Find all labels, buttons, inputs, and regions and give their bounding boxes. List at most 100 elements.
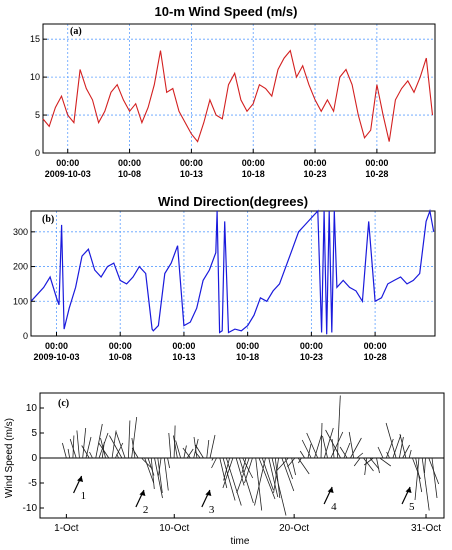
- panel-b-x-tick-date: 10-13: [172, 352, 195, 362]
- panel-b-y-ticks: 0 100 200 300: [13, 227, 35, 341]
- panel-c-stick: [186, 448, 194, 459]
- panel-c-stick: [299, 450, 306, 459]
- panel-c-stick: [353, 457, 361, 467]
- panel-c-stick: [386, 451, 390, 459]
- panel-c-y-tick-label: 5: [31, 428, 37, 439]
- panel-a-y-tick-label: 0: [35, 148, 40, 158]
- panel-c-stick: [194, 451, 201, 459]
- panel-c-x-tick-label: 31-Oct: [411, 523, 441, 534]
- panel-a-x-tick-date: 10-18: [242, 169, 265, 179]
- panel-c-stick: [222, 457, 236, 501]
- panel-c-stick: [193, 436, 198, 459]
- panel-c-y-tick-label: -10: [23, 503, 38, 514]
- panel-c-stick: [330, 431, 344, 459]
- panel-c-annotation-label: 2: [143, 504, 149, 516]
- panel-c-stick: [100, 437, 106, 459]
- panel-c-stick: [414, 457, 420, 501]
- panel-c-stick: [158, 457, 162, 476]
- panel-c-stick: [222, 457, 234, 489]
- panel-c-stick: [225, 457, 242, 506]
- panel-b-title: Wind Direction(degrees): [158, 194, 308, 209]
- panel-c-stick: [385, 422, 397, 459]
- panel-a-plot-frame: [42, 23, 436, 154]
- panel-a-x-tick-date: 10-28: [365, 169, 388, 179]
- panel-c-stick: [168, 432, 172, 459]
- panel-c-y-axis-label: Wind Speed (m/s): [4, 418, 15, 498]
- panel-c-y-ticks: -10 -5 0 5 10: [23, 403, 44, 514]
- panel-c-stick: [325, 429, 341, 459]
- panel-c-stick: [62, 442, 67, 459]
- panel-c-annotation-label: 4: [331, 501, 337, 513]
- panel-c-stick: [314, 434, 322, 459]
- panel-c-annotations: 1 2 3 4 5: [73, 475, 415, 516]
- panel-c-annotation-arrowhead: [205, 490, 212, 496]
- panel-c-stick: [254, 457, 266, 506]
- panel-c-annotation-label: 1: [81, 490, 87, 502]
- panel-c-stick: [276, 457, 289, 472]
- panel-c-stick: [219, 457, 228, 489]
- panel-c-x-ticks: 1-Oct 10-Oct 20-Oct 31-Oct: [54, 514, 441, 534]
- panel-a-grid: [43, 24, 435, 153]
- panel-c-stick: [408, 449, 412, 459]
- panel-b-x-tick-date: 10-23: [300, 352, 323, 362]
- panel-c-stick: [336, 395, 341, 459]
- panel-c-stick: [363, 457, 374, 466]
- panel-c-stick: [128, 420, 131, 459]
- panel-c-y-tick-label: 0: [31, 453, 37, 464]
- panel-c-stick: [195, 444, 204, 459]
- panel-c-stick: [109, 435, 123, 459]
- panel-c-stick: [95, 423, 103, 459]
- panel-c-stick: [268, 457, 279, 498]
- panel-c-stick: [307, 443, 312, 459]
- panel-c-stick: [255, 457, 263, 511]
- panel-c-stick: [67, 448, 71, 459]
- panel-c-stick: [163, 457, 169, 491]
- panel-a-y-ticks: 0 5 10 15: [30, 34, 47, 158]
- panel-c-stick: [284, 457, 293, 480]
- panel-b-x-tick-time: 00:00: [109, 341, 132, 351]
- panel-c-stick: [235, 457, 245, 486]
- panel-b-grid: [31, 211, 435, 336]
- panel-c-stick: [173, 435, 178, 459]
- panel-c-y-tick-label: -5: [28, 478, 37, 489]
- panel-b-x-tick-time: 00:00: [236, 341, 259, 351]
- panel-b-x-ticks: 00:002009-10-0300:0010-0800:0010-1300:00…: [33, 332, 387, 362]
- panel-c-stick: [82, 427, 87, 459]
- panel-c-sticks: [40, 395, 444, 516]
- panel-c-stick: [323, 427, 334, 459]
- panel-a-x-tick-date: 10-08: [118, 169, 141, 179]
- panel-b-x-tick-time: 00:00: [172, 341, 195, 351]
- panel-b-x-tick-time: 00:00: [364, 341, 387, 351]
- panel-a-y-tick-label: 5: [35, 110, 40, 120]
- panel-c-stick: [377, 446, 384, 459]
- panel-c-plot-frame: [39, 392, 445, 519]
- panel-c-stick: [154, 457, 163, 499]
- panel-b-direction-line: [30, 208, 435, 335]
- panel-c-stick: [211, 457, 214, 461]
- panel-c-stick: [402, 444, 410, 459]
- panel-c-stick: [271, 457, 287, 516]
- panel-b-y-tick-label: 300: [13, 227, 28, 237]
- panel-c-stick: [144, 457, 155, 484]
- panel-c-stick: [306, 432, 319, 459]
- panel-c-stick: [209, 434, 216, 459]
- panel-c-stick: [350, 437, 362, 459]
- panel-a-x-tick-time: 00:00: [365, 158, 388, 168]
- panel-c-stick: [398, 436, 404, 459]
- panel-c-stick: [223, 457, 230, 481]
- panel-c-stick: [150, 457, 155, 490]
- panel-a-x-tick-time: 00:00: [56, 158, 79, 168]
- panel-c-stick: [363, 457, 374, 472]
- panel-c-stick: [242, 457, 254, 479]
- panel-b-x-tick-date: 2009-10-03: [33, 352, 79, 362]
- panel-c-stick: [69, 438, 77, 459]
- panel-c-stick: [291, 457, 296, 476]
- panel-c-stick: [399, 433, 407, 459]
- panel-a-label: (a): [70, 26, 82, 37]
- panel-c-stick: [244, 457, 253, 484]
- panel-b-x-tick-time: 00:00: [45, 341, 68, 351]
- panel-c-stick: [211, 457, 217, 469]
